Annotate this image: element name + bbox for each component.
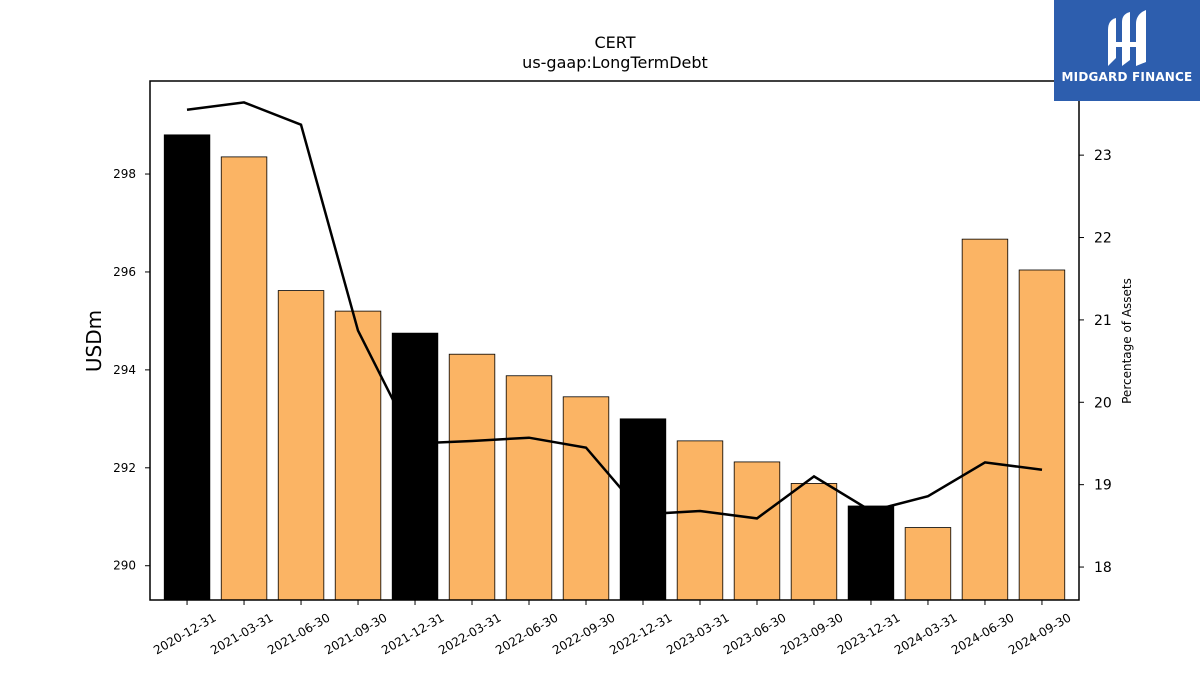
x-tick-label: 2023-03-31: [664, 610, 731, 657]
logo-mark-icon: [1108, 10, 1146, 66]
bar-2022-09-30: [562, 396, 610, 601]
chart-subtitle: us-gaap:LongTermDebt: [522, 53, 708, 72]
x-tick-label: 2020-12-31: [151, 610, 218, 657]
brand-logo: MIDGARD FINANCE: [1054, 0, 1200, 101]
logo-text: MIDGARD FINANCE: [1061, 70, 1193, 84]
bar-2021-12-31: [391, 332, 439, 601]
bar-2021-06-30: [277, 290, 325, 601]
y-axis-label: USDm: [82, 310, 106, 372]
bar-2023-03-31: [676, 440, 724, 601]
y-tick-label: 294: [113, 363, 136, 377]
bar-series: [163, 134, 1066, 601]
bar-2023-06-30: [733, 461, 781, 601]
plot-frame: [149, 80, 1080, 601]
x-tick-label: 2021-09-30: [322, 610, 389, 657]
x-tick-label: 2024-09-30: [1006, 610, 1073, 657]
x-tick-label: 2021-06-30: [265, 610, 332, 657]
x-tick-label: 2023-12-31: [835, 610, 902, 657]
bar-2021-03-31: [220, 156, 268, 601]
chart-title: CERT: [594, 33, 635, 52]
x-tick-label: 2023-09-30: [778, 610, 845, 657]
percentage-line: [186, 101, 1043, 520]
x-tick-label: 2024-03-31: [892, 610, 959, 657]
x-tick-label: 2022-09-30: [550, 610, 617, 657]
bar-2022-06-30: [505, 375, 553, 601]
bar-2022-12-31: [619, 418, 667, 601]
x-tick-label: 2023-06-30: [721, 610, 788, 657]
y-tick-label: 296: [113, 265, 136, 279]
bar-2023-09-30: [790, 483, 838, 601]
y2-tick-label: 19: [1094, 478, 1112, 494]
y2-tick-label: 18: [1094, 560, 1112, 576]
x-tick-label: 2021-03-31: [208, 610, 275, 657]
bar-2020-12-31: [163, 134, 211, 601]
y2-axis-label: Percentage of Assets: [1120, 278, 1134, 404]
x-tick-label: 2022-12-31: [607, 610, 674, 657]
bar-2024-06-30: [961, 238, 1009, 601]
bar-2021-09-30: [334, 310, 382, 601]
bar-2022-03-31: [448, 353, 496, 601]
y2-tick-label: 23: [1094, 148, 1112, 164]
y2-tick-label: 22: [1094, 231, 1112, 247]
x-tick-label: 2022-03-31: [436, 610, 503, 657]
x-tick-label: 2024-06-30: [949, 610, 1016, 657]
y2-tick-label: 21: [1094, 313, 1112, 329]
x-tick-label: 2022-06-30: [493, 610, 560, 657]
bar-2024-09-30: [1018, 269, 1066, 601]
y2-tick-label: 20: [1094, 395, 1112, 411]
y-tick-label: 290: [113, 559, 136, 573]
x-tick-label: 2021-12-31: [379, 610, 446, 657]
y-tick-label: 298: [113, 167, 136, 181]
bar-2023-12-31: [847, 505, 895, 601]
bar-2024-03-31: [904, 527, 952, 601]
y-tick-label: 292: [113, 461, 136, 475]
line-series: [186, 101, 1043, 520]
